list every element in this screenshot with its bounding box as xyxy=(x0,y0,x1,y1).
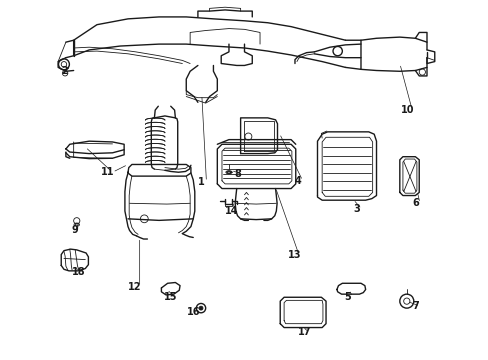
Text: 5: 5 xyxy=(344,292,350,302)
Text: 11: 11 xyxy=(101,167,114,177)
Text: 12: 12 xyxy=(128,282,142,292)
Text: 6: 6 xyxy=(411,198,418,208)
Text: 16: 16 xyxy=(187,307,201,317)
Text: 4: 4 xyxy=(294,176,301,186)
Circle shape xyxy=(199,306,203,310)
Text: 9: 9 xyxy=(71,225,78,235)
Text: 10: 10 xyxy=(400,105,413,115)
Text: 2: 2 xyxy=(61,66,68,76)
Text: 13: 13 xyxy=(287,249,300,260)
Text: 18: 18 xyxy=(72,267,86,278)
Text: 17: 17 xyxy=(297,327,310,337)
Text: 15: 15 xyxy=(163,292,177,302)
Text: 7: 7 xyxy=(411,301,418,311)
Text: 3: 3 xyxy=(353,204,360,214)
Text: 8: 8 xyxy=(234,169,241,179)
Text: 14: 14 xyxy=(224,206,238,216)
Text: 1: 1 xyxy=(198,177,205,187)
